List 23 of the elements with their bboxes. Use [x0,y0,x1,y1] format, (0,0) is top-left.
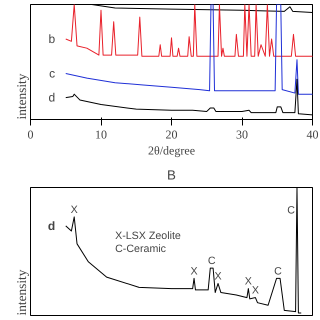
annotation: C-Ceramic [115,242,167,255]
x-tick-label: 40 [306,128,318,142]
annotation: X [190,265,198,278]
series-label: c [49,66,56,80]
y-axis-title: intensity [14,269,29,316]
annotation: X-LSX Zeolite [115,230,181,242]
x-tick-label: 10 [95,128,107,142]
series-label: b [48,32,56,46]
annotation: C [208,255,216,268]
annotation: X [214,270,222,282]
annotation: X [70,204,78,216]
x-tick-label: 30 [236,128,248,142]
series-label: d [48,218,56,233]
annotation: C [287,204,296,217]
x-tick-label: 20 [166,128,178,142]
chart-title: B [167,168,176,182]
x-axis-title: 2θ/degree [148,144,196,158]
y-axis-title: intensity [14,73,29,120]
series-label: d [48,90,56,105]
annotation: C [274,265,282,278]
annotation: X [244,276,252,288]
annotation: X [252,284,259,297]
x-tick-label: 0 [28,128,34,142]
